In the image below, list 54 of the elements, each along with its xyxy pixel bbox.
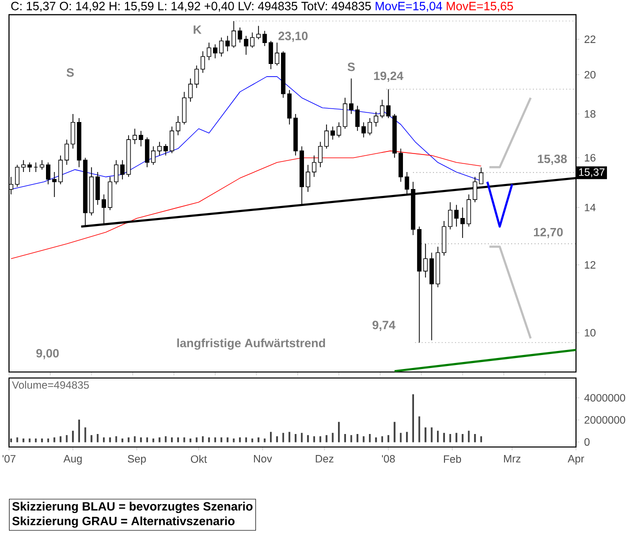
candlestick xyxy=(27,162,32,172)
x-tick-label: '08 xyxy=(382,455,395,463)
text: Skizzierung GRAU = Alternativszenario xyxy=(12,516,235,528)
y-tick-label: 22 xyxy=(584,36,596,43)
candlestick xyxy=(256,26,261,40)
annotation: K xyxy=(194,26,202,34)
y-tick-label: 2000000 xyxy=(584,416,626,424)
annotation: S xyxy=(66,68,74,77)
candlestick xyxy=(58,155,63,185)
annotation: 19,24 xyxy=(374,72,404,82)
y-tick-label: 18 xyxy=(584,110,596,118)
candlestick xyxy=(138,130,144,147)
x-tick-label: Okt xyxy=(190,455,207,463)
candlestick xyxy=(157,141,162,156)
candlestick xyxy=(40,160,44,170)
y-tick-label: 20 xyxy=(584,70,596,79)
candlestick xyxy=(206,42,212,61)
y-tick-label: 16 xyxy=(584,154,596,162)
x-tick-label: Dez xyxy=(316,455,334,462)
annotation: 15,37 xyxy=(579,168,604,178)
x-tick-label: Apr xyxy=(568,455,584,465)
candlestick xyxy=(225,35,230,52)
candlestick xyxy=(274,42,280,66)
y-tick-label: 4000000 xyxy=(584,394,626,402)
candlestick xyxy=(355,105,360,132)
candlestick xyxy=(324,124,329,150)
candlestick xyxy=(478,167,484,184)
annotation: langfristige Aufwärtstrend xyxy=(177,338,325,350)
line-series xyxy=(10,150,482,260)
candlestick xyxy=(374,111,378,127)
y-tick-label: 14 xyxy=(584,204,596,212)
chart-title: C: 15,37 O: 14,92 H: 15,59 L: 14,92 +0,40 LV: 494835 TotV: 494835 xyxy=(11,2,371,12)
text: MovE=15,04 xyxy=(376,2,442,12)
candlestick xyxy=(306,164,310,192)
text: Skizzierung BLAU = bevorzugtes Szenario xyxy=(12,502,253,514)
annotation: 9,00 xyxy=(36,348,59,360)
annotation: 23,10 xyxy=(278,32,308,42)
x-tick-label: Aug xyxy=(63,455,82,465)
x-tick-label: Nov xyxy=(254,455,272,462)
candlestick xyxy=(188,78,193,102)
annotation: S xyxy=(348,62,355,72)
candlestick xyxy=(423,243,428,278)
annotation: 15,38 xyxy=(538,154,567,165)
annotation: 12,70 xyxy=(534,228,563,238)
x-tick-label: Mrz xyxy=(504,455,520,462)
text: MovE=15,65 xyxy=(446,2,513,12)
y-tick-label: 10 xyxy=(584,328,596,337)
y-tick-label: 12 xyxy=(584,261,596,269)
annotation: 9,74 xyxy=(372,320,396,332)
x-tick-label: '07 xyxy=(2,455,16,463)
x-tick-label: Sep xyxy=(128,455,146,465)
y-tick-label: 0 xyxy=(584,438,590,446)
x-tick-label: Feb xyxy=(444,455,462,463)
chart-title: Volume=494835 xyxy=(12,380,89,389)
